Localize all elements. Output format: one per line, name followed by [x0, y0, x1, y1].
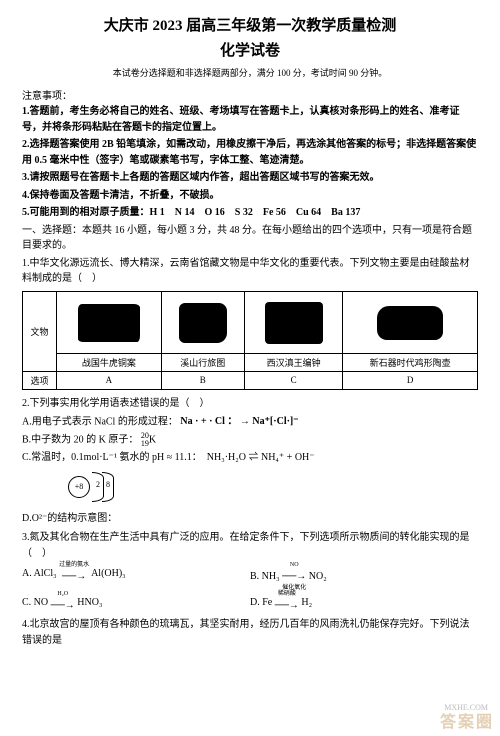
q1-img-b [161, 291, 244, 353]
q2-stem: 2.下列事实用化学用语表述错误的是（ ） [22, 396, 478, 412]
q1-img-c [244, 291, 343, 353]
notice-item-5: 5.可能用到的相对原子质量：H 1 N 14 O 16 S 32 Fe 56 C… [22, 205, 478, 221]
notice-item-3: 3.请按照题号在答题卡上各题的答题区域内作答，超出答题区域书写的答案无效。 [22, 170, 478, 186]
q1-row-label-option: 选项 [23, 371, 57, 389]
notice-item-1: 1.答题前，考生务必将自己的姓名、班级、考场填写在答题卡上，认真核对条形码上的姓… [22, 104, 478, 135]
q1-stem: 1.中华文化源远流长、博大精深，云南省馆藏文物是中华文化的重要代表。下列文物主要… [22, 256, 478, 287]
artifact-image-placeholder [179, 303, 227, 343]
q3-b-arrow: NO ──→ 催化氧化 [282, 562, 306, 591]
q2-opt-b-text: B.中子数为 20 的 K 原子： [22, 434, 138, 445]
section1-stem: 一、选择题：本题共 16 小题，每小题 3 分，共 48 分。在每小题给出的四个… [22, 223, 478, 254]
q3-opt-a: A. AlCl₃ 过量的氨水 ──→ Al(OH)₃ [22, 562, 250, 591]
q1-caption-a: 战国牛虎铜案 [57, 353, 162, 371]
atom-n2: 8 [106, 480, 110, 489]
q3-d-arrow: 稀硝酸 ──→ [275, 591, 299, 614]
exam-title-line1: 大庆市 2023 届高三年级第一次教学质量检测 [22, 14, 478, 35]
q1-opt-d: D [343, 371, 478, 389]
q3-d-left: D. Fe [250, 597, 272, 608]
q3-opt-d: D. Fe 稀硝酸 ──→ H₂ [250, 591, 478, 614]
q1-opt-b: B [161, 371, 244, 389]
q3-d-cond: 稀硝酸 [275, 591, 299, 597]
q2-opt-a-equation: Na · + · Cl ： → Na⁺[·Cl·]⁻ [180, 414, 298, 430]
q4-stem: 4.北京故宫的屋顶有各种颜色的琉璃瓦，其坚实耐用，经历几百年的风雨洗礼仍能保存完… [22, 617, 478, 649]
q1-opt-c: C [244, 371, 343, 389]
notice-heading: 注意事项： [22, 87, 478, 102]
q3-c-arrow: H₂O ──→ [51, 591, 75, 614]
q1-caption-d: 新石器时代鸡形陶壶 [343, 353, 478, 371]
q3-c-left: C. NO [22, 597, 48, 608]
q1-img-a [57, 291, 162, 353]
q3-stem: 3.氮及其化合物在生产生活中具有广泛的应用。在给定条件下，下列选项所示物质间的转… [22, 530, 478, 562]
q3-c-right: HNO₃ [77, 597, 102, 608]
artifact-image-placeholder [78, 304, 140, 342]
q2-opt-d: D.O²⁻的结构示意图： [22, 511, 478, 527]
q3-opt-c: C. NO H₂O ──→ HNO₃ [22, 591, 250, 614]
exam-subtitle: 本试卷分选择题和非选择题两部分，满分 100 分，考试时间 90 分钟。 [22, 66, 478, 79]
q3-a-cond: 过量的氨水 [59, 562, 89, 568]
q1-table: 文物 战国牛虎铜案 溪山行旅图 西汉滇王编钟 新石器时代鸡形陶壶 选项 A B … [22, 291, 478, 390]
notice-item-2: 2.选择题答案使用 2B 铅笔填涂，如需改动，用橡皮擦干净后，再选涂其他答案的标… [22, 137, 478, 168]
q3-a-arrow: 过量的氨水 ──→ [59, 562, 89, 585]
q2-opt-d-diagram: +8 2 8 [62, 468, 122, 504]
q2-opt-a-pre: A.用电子式表示 NaCl 的形成过程： [22, 416, 178, 427]
q3-c-cond: H₂O [51, 591, 75, 597]
q1-caption-b: 溪山行旅图 [161, 353, 244, 371]
q3-opt-b: B. NH₃ NO ──→ 催化氧化 NO₂ [250, 562, 478, 591]
q3-b-right: NO₂ [309, 571, 327, 582]
q2-opt-c: C.常温时，0.1mol·L⁻¹ 氨水的 pH ≈ 11.1： NH₃·H₂O … [22, 450, 478, 466]
q3-a-right: Al(OH)₃ [91, 568, 126, 579]
q1-row-label-artifact: 文物 [23, 291, 57, 371]
q3-b-left: B. NH₃ [250, 571, 280, 582]
notice-item-4: 4.保持卷面及答题卡清洁，不折叠，不破损。 [22, 188, 478, 204]
isotope-z: 19 [141, 440, 149, 448]
q3-a-left: A. AlCl₃ [22, 568, 57, 579]
exam-title-line2: 化学试卷 [22, 39, 478, 60]
atom-n1: 2 [96, 480, 100, 489]
q2-opt-b-isotope: 20 19 K [141, 432, 156, 448]
artifact-image-placeholder [377, 306, 443, 340]
q3-d-right: H₂ [301, 597, 312, 608]
q2-opt-a: A.用电子式表示 NaCl 的形成过程： Na · + · Cl ： → Na⁺… [22, 414, 478, 430]
q1-opt-a: A [57, 371, 162, 389]
artifact-image-placeholder [265, 302, 323, 344]
watermark-logo: 答案圈 [440, 708, 494, 732]
q1-caption-c: 西汉滇王编钟 [244, 353, 343, 371]
atom-core: +8 [68, 476, 90, 498]
q3-options: A. AlCl₃ 过量的氨水 ──→ Al(OH)₃ B. NH₃ NO ──→… [22, 562, 478, 614]
q3-b-cond1: NO [282, 562, 306, 568]
q2-opt-b: B.中子数为 20 的 K 原子： 20 19 K [22, 432, 478, 448]
q1-img-d [343, 291, 478, 353]
isotope-el: K [149, 434, 156, 445]
